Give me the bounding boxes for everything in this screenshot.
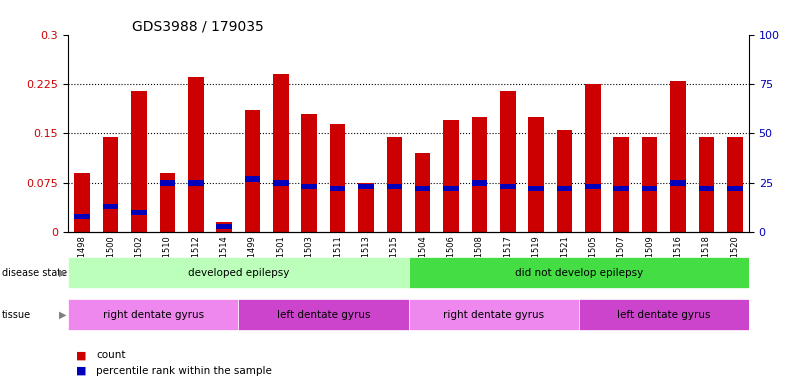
Bar	[74, 173, 90, 232]
Bar	[301, 114, 317, 232]
Text: left dentate gyrus: left dentate gyrus	[617, 310, 710, 320]
Bar	[614, 137, 629, 232]
Bar	[74, 214, 90, 219]
Bar	[727, 137, 743, 232]
Bar	[301, 184, 317, 189]
Text: ▶: ▶	[58, 268, 66, 278]
Bar	[131, 91, 147, 232]
Bar	[273, 74, 288, 232]
Text: did not develop epilepsy: did not develop epilepsy	[514, 268, 643, 278]
Bar	[670, 180, 686, 185]
Bar	[103, 137, 119, 232]
Text: developed epilepsy: developed epilepsy	[187, 268, 289, 278]
Bar	[273, 180, 288, 185]
Bar	[557, 186, 573, 192]
Text: percentile rank within the sample: percentile rank within the sample	[96, 366, 272, 376]
Bar	[500, 184, 516, 189]
Bar	[131, 210, 147, 215]
Text: disease state: disease state	[2, 268, 66, 278]
Bar	[387, 184, 402, 189]
Bar	[698, 137, 714, 232]
Bar	[159, 180, 175, 185]
Bar	[358, 184, 374, 189]
Bar	[239, 300, 409, 330]
Bar	[387, 137, 402, 232]
Text: GDS3988 / 179035: GDS3988 / 179035	[132, 19, 264, 33]
Bar	[727, 186, 743, 192]
Bar	[529, 186, 544, 192]
Bar	[698, 186, 714, 192]
Bar	[443, 186, 459, 192]
Bar	[557, 130, 573, 232]
Text: right dentate gyrus: right dentate gyrus	[443, 310, 544, 320]
Text: count: count	[96, 350, 126, 360]
Bar	[244, 176, 260, 182]
Text: tissue: tissue	[2, 310, 30, 320]
Bar	[409, 257, 749, 288]
Bar	[330, 186, 345, 192]
Bar	[642, 186, 658, 192]
Bar	[500, 91, 516, 232]
Bar	[216, 224, 232, 229]
Bar	[358, 183, 374, 232]
Text: ■: ■	[76, 366, 87, 376]
Bar	[415, 186, 430, 192]
Text: ▶: ▶	[58, 310, 66, 320]
Bar	[68, 257, 409, 288]
Bar	[443, 120, 459, 232]
Text: ■: ■	[76, 350, 87, 360]
Bar	[529, 117, 544, 232]
Bar	[409, 300, 578, 330]
Bar	[330, 124, 345, 232]
Bar	[585, 184, 601, 189]
Bar	[415, 153, 430, 232]
Bar	[159, 173, 175, 232]
Text: left dentate gyrus: left dentate gyrus	[276, 310, 370, 320]
Bar	[216, 222, 232, 232]
Bar	[68, 300, 239, 330]
Bar	[578, 300, 749, 330]
Bar	[188, 180, 203, 185]
Bar	[614, 186, 629, 192]
Bar	[670, 81, 686, 232]
Bar	[244, 110, 260, 232]
Bar	[585, 84, 601, 232]
Bar	[472, 117, 487, 232]
Bar	[103, 204, 119, 209]
Bar	[472, 180, 487, 185]
Bar	[188, 78, 203, 232]
Text: right dentate gyrus: right dentate gyrus	[103, 310, 203, 320]
Bar	[642, 137, 658, 232]
